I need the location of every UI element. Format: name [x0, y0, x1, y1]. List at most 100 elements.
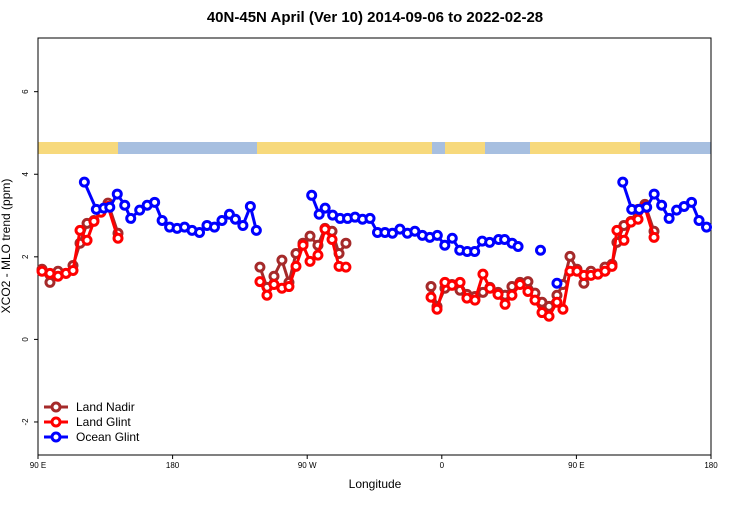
data-point [312, 249, 324, 261]
data-point [477, 268, 489, 280]
x-tick-label: 0 [440, 461, 445, 470]
band-land [257, 142, 432, 154]
data-point [618, 234, 630, 246]
plot-frame [37, 37, 712, 456]
data-point [425, 281, 437, 293]
y-tick-label: 2 [21, 254, 30, 259]
data-point [701, 221, 713, 233]
data-point [119, 199, 131, 211]
data-point [326, 233, 338, 245]
data-point [469, 294, 481, 306]
data-point [693, 214, 705, 226]
x-tick-label: 90 E [568, 461, 584, 470]
data-point [290, 260, 302, 272]
data-point [67, 264, 79, 276]
data-point [104, 201, 116, 213]
data-point [656, 199, 668, 211]
data-point [514, 278, 526, 290]
data-point [492, 288, 504, 300]
data-point [454, 276, 466, 288]
data-point [254, 276, 266, 288]
data-point [306, 189, 318, 201]
data-point [557, 303, 569, 315]
data-point [632, 213, 644, 225]
y-tick-label: 0 [21, 337, 30, 342]
legend-marker [50, 401, 62, 413]
legend-marker [50, 416, 62, 428]
legend-label: Ocean Glint [76, 430, 140, 444]
data-point [229, 213, 241, 225]
data-point [469, 245, 481, 257]
data-point [111, 188, 123, 200]
data-point [425, 291, 437, 303]
data-point [276, 254, 288, 266]
surface-band [38, 142, 711, 154]
data-point [641, 201, 653, 213]
data-point [216, 214, 228, 226]
data-point [319, 202, 331, 214]
data-point [304, 255, 316, 267]
x-tick-label: 90 E [30, 461, 46, 470]
data-point [340, 261, 352, 273]
chart-title: 40N-45N April (Ver 10) 2014-09-06 to 202… [207, 9, 543, 26]
data-point [319, 223, 331, 235]
data-point [499, 298, 511, 310]
data-point [484, 236, 496, 248]
data-point [74, 224, 86, 236]
data-point [125, 212, 137, 224]
data-point [156, 214, 168, 226]
data-point [686, 196, 698, 208]
band-land [38, 142, 118, 154]
data-point [364, 212, 376, 224]
data-point [81, 234, 93, 246]
data-point [112, 232, 124, 244]
data-point [564, 250, 576, 262]
band-land [445, 142, 485, 154]
data-point [313, 208, 325, 220]
data-point [606, 260, 618, 272]
y-tick-label: 6 [21, 89, 30, 94]
data-point [297, 239, 309, 251]
data-point [648, 231, 660, 243]
data-point [431, 229, 443, 241]
data-point [617, 176, 629, 188]
data-point [529, 294, 541, 306]
data-point [484, 282, 496, 294]
data-point [663, 212, 675, 224]
data-point [254, 261, 266, 273]
data-point [237, 219, 249, 231]
legend-label: Land Nadir [76, 400, 135, 414]
data-point [446, 232, 458, 244]
data-point [439, 239, 451, 251]
data-point [250, 224, 262, 236]
data-point [283, 281, 295, 293]
band-land [530, 142, 640, 154]
data-point [194, 226, 206, 238]
data-point [208, 221, 220, 233]
data-point [522, 286, 534, 298]
data-point [431, 303, 443, 315]
data-point [611, 224, 623, 236]
data-point [88, 215, 100, 227]
x-tick-label: 180 [704, 461, 718, 470]
data-point [44, 276, 56, 288]
data-point [599, 265, 611, 277]
y-axis-label: XCO2 - MLO trend (ppm) [0, 179, 13, 314]
data-point [506, 289, 518, 301]
data-point [261, 289, 273, 301]
x-tick-label: 180 [166, 461, 180, 470]
y-tick-label: -2 [21, 418, 30, 426]
data-point [134, 204, 146, 216]
data-point [551, 277, 563, 289]
data-point [78, 176, 90, 188]
x-axis-label: Longitude [349, 477, 402, 491]
x-tick-label: 90 W [298, 461, 317, 470]
y-tick-label: 4 [21, 171, 30, 176]
data-point [535, 244, 547, 256]
data-point [543, 310, 555, 322]
data-point [149, 196, 161, 208]
data-point [244, 200, 256, 212]
legend-marker [50, 431, 62, 443]
data-point [648, 188, 660, 200]
data-point [340, 237, 352, 249]
